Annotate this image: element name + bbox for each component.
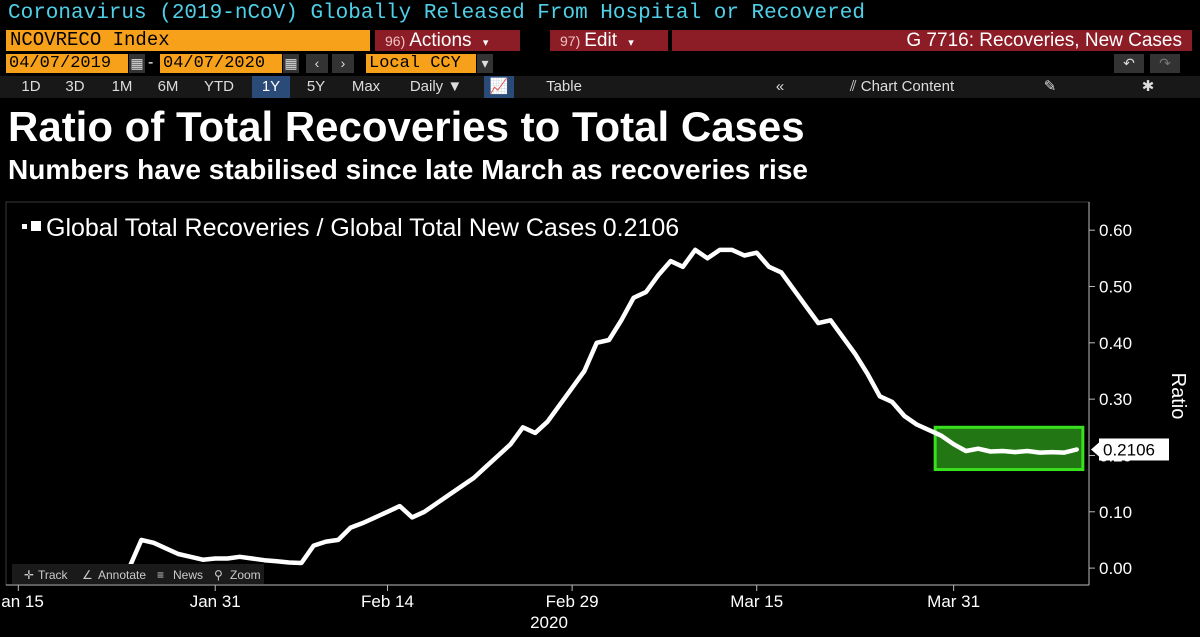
zoom-button[interactable]: ⚲ Zoom bbox=[214, 568, 261, 582]
y-tick-label: 0.00 bbox=[1099, 559, 1132, 578]
annotate-button[interactable]: ∠ Annotate bbox=[82, 568, 146, 582]
legend-last-value: 0.2106 bbox=[603, 214, 679, 242]
crosshair-icon: ✛ bbox=[24, 568, 34, 582]
chart-content-icon: ⫽ bbox=[849, 78, 861, 95]
end-date-input[interactable]: 04/07/2020 bbox=[160, 54, 282, 73]
window-title: Coronavirus (2019-nCoV) Globally Release… bbox=[8, 2, 865, 25]
y-tick-label: 0.30 bbox=[1099, 390, 1132, 409]
period-toolbar bbox=[0, 76, 1200, 98]
news-icon: ≡ bbox=[157, 568, 164, 582]
period-5y[interactable]: 5Y bbox=[306, 78, 326, 95]
edit-number: 97) bbox=[560, 33, 581, 49]
legend-series-name: Global Total Recoveries / Global Total N… bbox=[46, 214, 597, 242]
y-tick-label: 0.40 bbox=[1099, 334, 1132, 353]
annotate-label: Annotate bbox=[98, 568, 146, 582]
x-tick-label: Mar 15 bbox=[730, 592, 783, 611]
table-button[interactable]: Table bbox=[546, 78, 582, 95]
x-tick-label: Jan 15 bbox=[0, 592, 44, 611]
x-axis: Jan 15 Jan 31 Feb 14 Feb 29 Mar 15 Mar 31 bbox=[0, 585, 980, 611]
x-tick-label: Jan 31 bbox=[190, 592, 241, 611]
line-chart-icon[interactable]: 📈 bbox=[484, 76, 514, 98]
redo-icon[interactable]: ↷ bbox=[1150, 54, 1180, 73]
period-6m[interactable]: 6M bbox=[157, 78, 179, 95]
calendar-icon[interactable]: ▦ bbox=[283, 54, 299, 73]
legend-marker bbox=[31, 221, 41, 231]
window-title-bar: Coronavirus (2019-nCoV) Globally Release… bbox=[0, 0, 1200, 28]
search-icon: ⚲ bbox=[214, 568, 223, 582]
actions-number: 96) bbox=[385, 33, 406, 49]
y-axis: 0.000.100.200.300.400.500.60 bbox=[1089, 221, 1132, 578]
period-ytd[interactable]: YTD bbox=[204, 78, 234, 95]
series-line bbox=[16, 247, 1079, 571]
edit-label: Edit bbox=[584, 30, 617, 51]
function-title: G 7716: Recoveries, New Cases bbox=[672, 30, 1192, 51]
ticker-field[interactable]: NCOVRECO Index bbox=[6, 30, 370, 51]
zoom-label: Zoom bbox=[230, 568, 261, 582]
chart-tools-bar bbox=[12, 564, 264, 584]
period-1y[interactable]: 1Y bbox=[252, 76, 290, 98]
legend-marker-small bbox=[22, 224, 27, 229]
last-value-text: 0.2106 bbox=[1103, 440, 1155, 459]
date-separator: - bbox=[148, 54, 154, 71]
gear-icon[interactable]: ✱ bbox=[1141, 78, 1155, 95]
last-value-pointer bbox=[1091, 442, 1099, 457]
prev-period-button[interactable]: ‹ bbox=[306, 54, 328, 73]
x-tick-label: Feb 29 bbox=[546, 592, 599, 611]
period-max[interactable]: Max bbox=[351, 78, 381, 95]
news-label: News bbox=[173, 568, 203, 582]
period-1m[interactable]: 1M bbox=[111, 78, 133, 95]
chevron-down-icon: ▾ bbox=[482, 37, 489, 49]
calendar-icon[interactable]: ▦ bbox=[129, 54, 145, 73]
chart-title: Ratio of Total Recoveries to Total Cases bbox=[8, 103, 805, 150]
y-tick-label: 0.10 bbox=[1099, 503, 1132, 522]
chart-area[interactable]: Global Total Recoveries / Global Total N… bbox=[0, 196, 1200, 637]
undo-icon[interactable]: ↶ bbox=[1114, 54, 1144, 73]
chart-subtitle: Numbers have stabilised since late March… bbox=[8, 154, 808, 185]
chevron-down-icon[interactable]: ▾ bbox=[477, 54, 493, 73]
x-tick-label: Mar 31 bbox=[927, 592, 980, 611]
collapse-icon[interactable]: « bbox=[775, 78, 785, 95]
news-button[interactable]: ≡ News bbox=[157, 568, 203, 582]
last-value-badge bbox=[1099, 438, 1169, 461]
pencil-icon: ∠ bbox=[82, 568, 93, 582]
edit-icon[interactable]: ✎ bbox=[1043, 78, 1057, 95]
legend-label: Global Total Recoveries / Global Total N… bbox=[46, 214, 679, 242]
y-tick-label: 0.60 bbox=[1099, 221, 1132, 240]
x-tick-label: Feb 14 bbox=[361, 592, 414, 611]
plot-frame bbox=[5, 201, 1090, 586]
actions-menu-button[interactable]: 96) Actions ▾ bbox=[375, 30, 520, 51]
period-3d[interactable]: 3D bbox=[65, 78, 85, 95]
frequency-select[interactable]: Daily ▼ bbox=[396, 76, 476, 98]
x-axis-year-label: 2020 bbox=[530, 613, 568, 632]
chart-content-label: Chart Content bbox=[860, 78, 955, 95]
period-1d[interactable]: 1D bbox=[21, 78, 41, 95]
track-label: Track bbox=[38, 568, 69, 582]
y-tick-label: 0.50 bbox=[1099, 277, 1132, 296]
edit-menu-button[interactable]: 97) Edit ▾ bbox=[550, 30, 668, 51]
chart-content-button[interactable]: ⫽ Chart Content bbox=[822, 76, 982, 98]
y-axis-label: Ratio bbox=[1167, 373, 1189, 420]
next-period-button[interactable]: › bbox=[332, 54, 354, 73]
frequency-label: Daily bbox=[409, 78, 444, 95]
currency-select[interactable]: Local CCY bbox=[366, 54, 476, 73]
actions-label: Actions bbox=[409, 30, 472, 51]
track-button[interactable]: ✛ Track bbox=[24, 568, 69, 582]
start-date-input[interactable]: 04/07/2019 bbox=[6, 54, 128, 73]
chevron-down-icon: ▼ bbox=[447, 78, 463, 95]
chevron-down-icon: ▾ bbox=[628, 37, 634, 49]
